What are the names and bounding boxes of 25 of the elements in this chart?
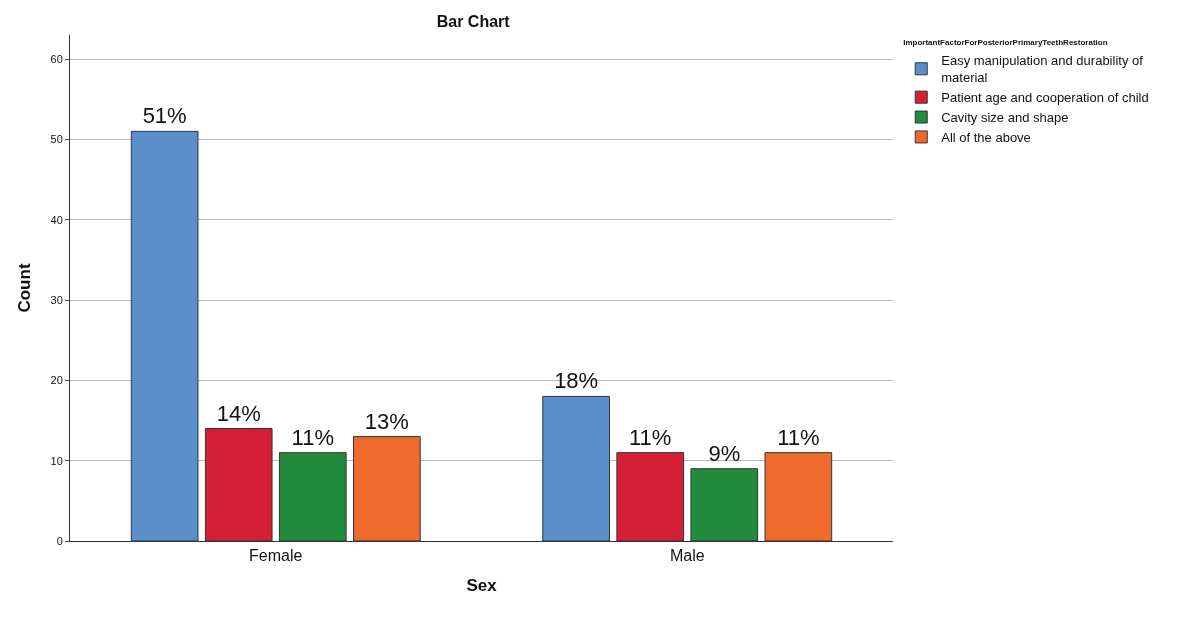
legend-title: ImportantFactorForPosteriorPrimaryTeethRestoration (903, 38, 1108, 48)
x-tick-label: Female (249, 547, 303, 565)
x-tick-label: Male (669, 547, 705, 565)
legend-label: Patient age and cooperation of child (941, 90, 1149, 106)
y-axis-title: Count (15, 263, 35, 313)
data-label: 13% (364, 408, 409, 434)
data-label: 11% (777, 424, 820, 450)
y-tick-label: 50 (50, 133, 63, 146)
legend-label: Cavity size and shape (941, 110, 1069, 126)
data-label: 11% (291, 424, 334, 450)
legend-label: All of the above (941, 130, 1031, 146)
y-tick-label: 20 (50, 374, 63, 387)
y-tick-label: 30 (50, 293, 63, 306)
legend-label: Easy manipulation and durability of material (941, 53, 1144, 86)
y-tick-label: 60 (50, 52, 63, 65)
data-label: 51% (142, 103, 187, 129)
chart-title: Bar Chart (436, 12, 511, 30)
x-axis-title: Sex (466, 575, 498, 595)
data-label: 11% (629, 424, 672, 450)
data-label: 9% (708, 440, 741, 466)
y-tick-label: 40 (50, 213, 63, 226)
data-label: 18% (554, 368, 599, 394)
y-tick-label: 0 (56, 534, 63, 547)
data-label: 14% (216, 400, 261, 426)
y-tick-label: 10 (50, 454, 63, 467)
